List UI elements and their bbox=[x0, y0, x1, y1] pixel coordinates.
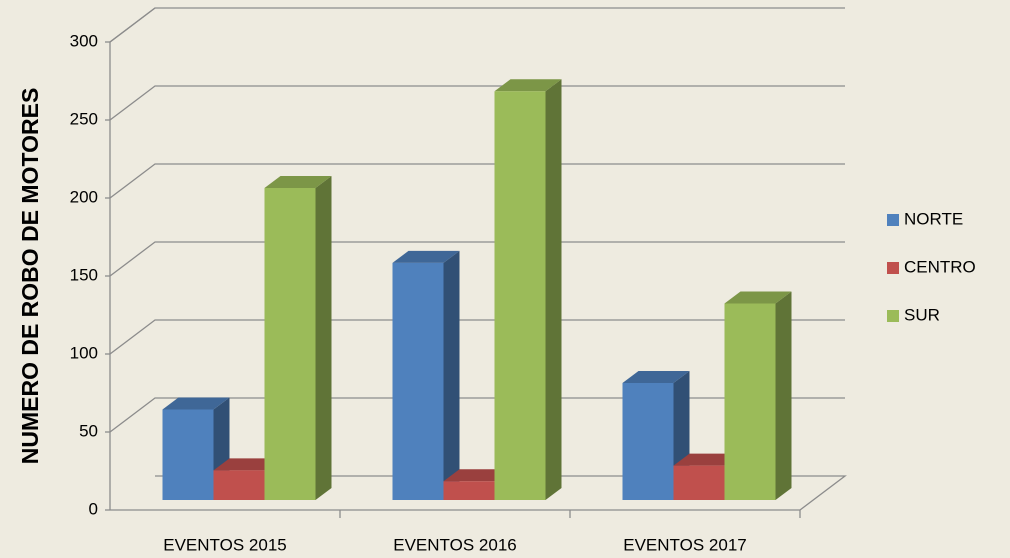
bar bbox=[494, 79, 562, 500]
y-tick-label: 50 bbox=[79, 421, 98, 440]
grid-line bbox=[109, 319, 845, 355]
legend-swatch bbox=[887, 262, 899, 274]
bar bbox=[264, 176, 332, 500]
grid-line bbox=[109, 7, 845, 43]
x-tick-label: EVENTOS 2015 bbox=[163, 535, 286, 554]
legend-label: SUR bbox=[904, 305, 940, 324]
legend-swatch bbox=[887, 310, 899, 322]
x-tick-label: EVENTOS 2016 bbox=[393, 535, 516, 554]
y-axis-label: NUMERO DE ROBO DE MOTORES bbox=[17, 88, 43, 465]
bar bbox=[724, 291, 792, 500]
legend-label: CENTRO bbox=[904, 257, 976, 276]
grid-line bbox=[109, 397, 845, 433]
y-tick-label: 100 bbox=[70, 343, 98, 362]
grid-line bbox=[109, 163, 845, 199]
legend-swatch bbox=[887, 214, 899, 226]
y-tick-label: 250 bbox=[70, 109, 98, 128]
grid-line bbox=[109, 85, 845, 121]
y-tick-label: 150 bbox=[70, 265, 98, 284]
y-tick-label: 200 bbox=[70, 187, 98, 206]
grid-line bbox=[109, 241, 845, 277]
legend-label: NORTE bbox=[904, 209, 963, 228]
y-tick-label: 0 bbox=[89, 499, 98, 518]
y-tick-label: 300 bbox=[70, 31, 98, 50]
bar bbox=[392, 250, 460, 500]
x-tick-label: EVENTOS 2017 bbox=[623, 535, 746, 554]
